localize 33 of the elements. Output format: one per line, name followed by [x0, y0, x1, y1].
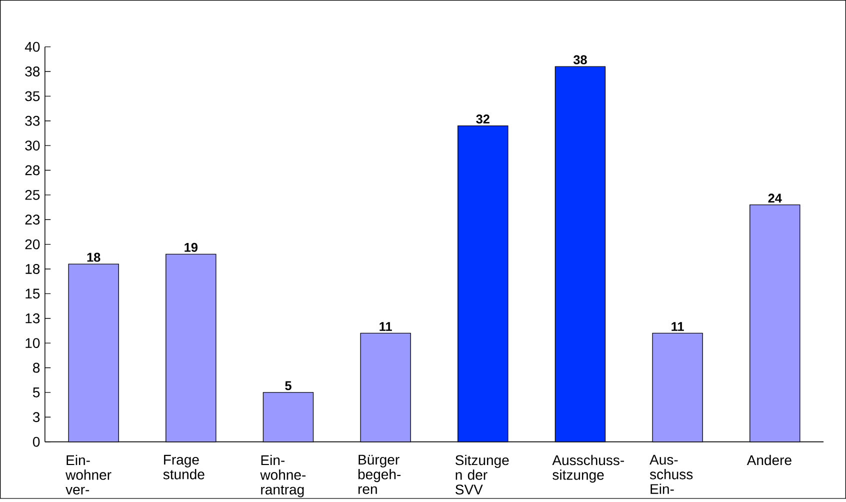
y-tick-label: 25: [25, 190, 40, 200]
y-tick-label: 8: [33, 362, 40, 373]
data-label: 11: [672, 322, 684, 332]
y-tick-label: 5: [32, 388, 40, 398]
y-tick-label: 13: [26, 314, 40, 324]
x-tick-label: Frage stunde: [163, 455, 204, 480]
y-tick-label: 3: [32, 412, 40, 422]
y-tick-label: 10: [26, 338, 40, 348]
data-label: 18: [87, 252, 100, 262]
x-tick-label: Sitzunge n der SVV: [456, 455, 509, 495]
y-tick-label: 18: [26, 264, 40, 274]
data-label: 11: [380, 322, 392, 332]
x-tick-label: Ein- wohner ver-: [66, 455, 112, 495]
data-label: 24: [768, 194, 782, 203]
y-tick-label: 38: [25, 66, 40, 77]
y-tick-label: 20: [25, 239, 40, 250]
data-label: 38: [573, 55, 587, 64]
y-tick-label: 23: [25, 214, 40, 225]
y-tick-label: 15: [26, 288, 40, 299]
x-tick-label: Ausschuss- sitzunge: [552, 455, 624, 483]
x-tick-label: Andere: [746, 455, 792, 466]
y-tick-label: 28: [25, 165, 40, 176]
x-tick-label: Bürger begeh- ren: [358, 455, 401, 494]
y-tick-label: 35: [25, 91, 40, 102]
y-tick-label: 40: [24, 42, 40, 52]
x-tick-label: Ein- wohne- rantrag: [260, 455, 306, 498]
data-label: 32: [476, 114, 490, 124]
y-tick-label: 0: [32, 436, 40, 447]
y-tick-label: 33: [25, 116, 40, 126]
y-tick-label: 30: [25, 140, 40, 151]
data-label: 5: [285, 381, 292, 390]
x-tick-label: Aus- schuss Ein-: [650, 455, 693, 494]
data-label: 19: [184, 243, 198, 252]
